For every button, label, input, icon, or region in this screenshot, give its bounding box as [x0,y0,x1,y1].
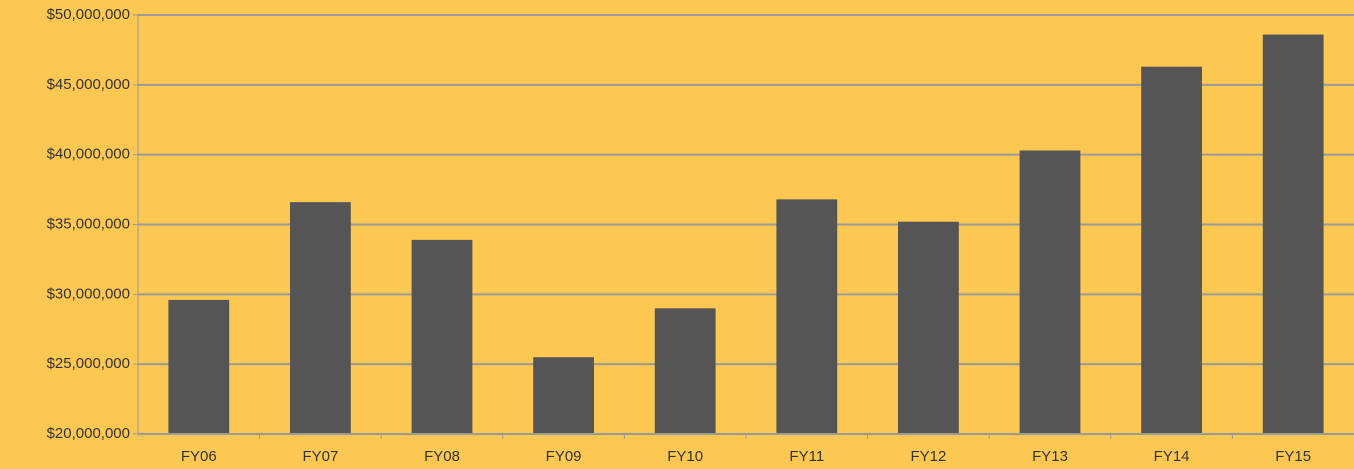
y-tick-label: $50,000,000 [47,6,130,23]
bar [168,299,230,434]
y-tick-label: $20,000,000 [47,425,130,442]
x-tick-label: FY12 [910,448,946,465]
bar [1141,66,1202,434]
y-tick-label: $35,000,000 [47,215,130,232]
x-tick-label: FY08 [424,448,460,465]
x-tick-label: FY13 [1032,448,1068,465]
bar [290,202,351,434]
bar [533,357,594,434]
x-tick-label: FY09 [546,448,582,465]
x-tick-label: FY06 [181,448,217,465]
x-tick-label: FY15 [1275,448,1311,465]
x-tick-label: FY14 [1154,448,1190,465]
bar [776,199,838,434]
bar [898,221,959,434]
x-tick-label: FY11 [789,448,824,465]
y-tick-label: $25,000,000 [47,355,130,372]
y-tick-label: $40,000,000 [47,146,130,163]
bar [411,239,473,434]
x-tick-label: FY07 [302,448,338,465]
x-tick-label: FY10 [667,448,703,465]
y-tick-label: $45,000,000 [47,76,130,93]
bar [1019,150,1081,434]
bar [654,308,716,434]
y-tick-label: $30,000,000 [47,285,130,302]
bar [1262,34,1324,434]
